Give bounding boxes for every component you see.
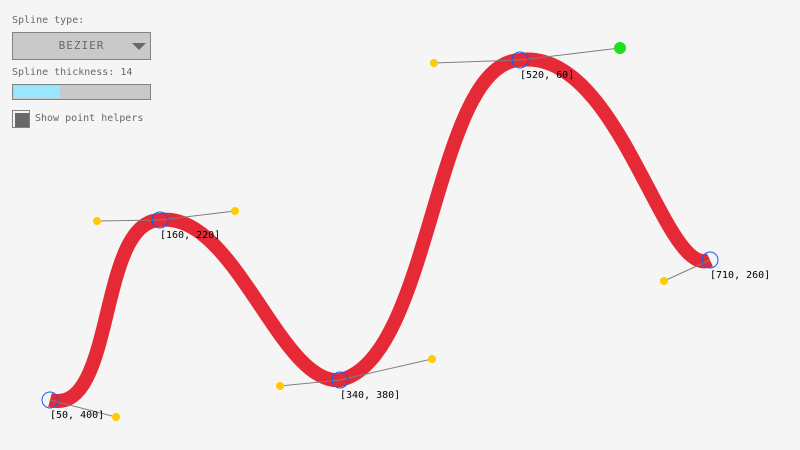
- helper-line: [433, 59, 521, 64]
- point-label: [340, 380]: [340, 390, 400, 401]
- thickness-label: Spline thickness: 14: [12, 67, 133, 78]
- control-point-handle[interactable]: [430, 59, 438, 67]
- spline-type-label: Spline type:: [12, 15, 85, 26]
- spline-type-dropdown[interactable]: BEZIER: [12, 32, 151, 60]
- helper-line: [519, 47, 621, 61]
- control-point-handle[interactable]: [428, 355, 436, 363]
- dropdown-arrow-icon: [132, 43, 146, 50]
- spline-point[interactable]: [331, 371, 349, 389]
- control-point-handle[interactable]: [276, 382, 284, 390]
- checkbox-check: [15, 113, 29, 127]
- point-label: [710, 260]: [710, 270, 770, 281]
- helper-line: [279, 379, 341, 387]
- spline-point[interactable]: [41, 391, 59, 409]
- helper-line: [96, 219, 161, 222]
- show-helpers-label: Show point helpers: [35, 113, 144, 124]
- show-helpers-checkbox[interactable]: [12, 110, 30, 128]
- point-label: [520, 60]: [520, 70, 574, 81]
- point-label: [160, 220]: [160, 230, 220, 241]
- control-point-handle[interactable]: [231, 207, 239, 215]
- spline-point[interactable]: [511, 51, 529, 69]
- control-point-handle[interactable]: [660, 277, 668, 285]
- control-point-handle[interactable]: [614, 42, 626, 54]
- thickness-slider[interactable]: [12, 84, 151, 100]
- spline-point[interactable]: [701, 251, 719, 269]
- helper-line: [159, 210, 236, 221]
- spline-type-value: BEZIER: [58, 39, 105, 52]
- point-label: [50, 400]: [50, 410, 104, 421]
- helper-line: [49, 399, 117, 418]
- helper-line: [339, 358, 433, 381]
- control-point-handle[interactable]: [112, 413, 120, 421]
- spline-point[interactable]: [151, 211, 169, 229]
- slider-fill: [14, 86, 60, 98]
- control-point-handle[interactable]: [93, 217, 101, 225]
- spline-curve: [48, 52, 713, 408]
